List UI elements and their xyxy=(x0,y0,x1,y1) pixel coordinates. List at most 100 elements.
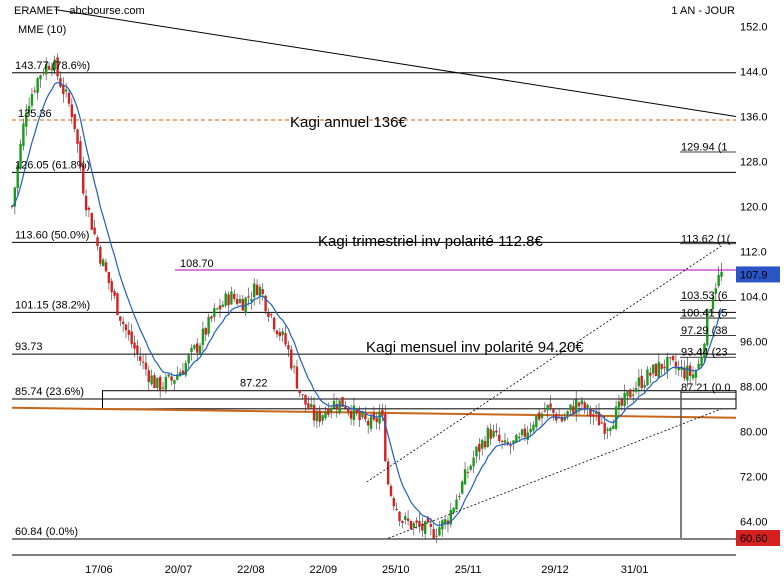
candle-body xyxy=(404,516,407,520)
candle-body xyxy=(597,411,601,426)
right-level-label: 97.29 (38 xyxy=(681,325,727,337)
candle-body xyxy=(99,247,102,264)
right-level-label: 113.62 (1( xyxy=(681,233,731,245)
candle-body xyxy=(335,404,339,410)
candle-body xyxy=(415,520,418,523)
candle-body xyxy=(503,440,507,443)
candle-body xyxy=(683,367,686,379)
candle-body xyxy=(19,143,22,168)
candle-body xyxy=(603,422,606,434)
candle-body xyxy=(686,365,689,381)
candle-body xyxy=(461,481,464,494)
y-tick-label: 96.00 xyxy=(740,336,768,348)
candle-body xyxy=(347,408,350,412)
candle-body xyxy=(560,417,564,422)
candle-body xyxy=(483,441,487,448)
candle-body xyxy=(104,262,108,272)
chart-annotation: Kagi mensuel inv polarité 94.20€ xyxy=(366,339,584,356)
candle-body xyxy=(304,394,307,405)
candle-body xyxy=(278,332,282,337)
candle-body xyxy=(657,361,661,378)
candle-body xyxy=(25,112,28,127)
right-level-label: 87.21 (0.0 xyxy=(681,382,731,394)
candle-body xyxy=(247,296,250,298)
dashed-level-label: 135.36 xyxy=(18,108,52,120)
candle-body xyxy=(406,518,410,521)
candle-body xyxy=(110,281,113,293)
candle-body xyxy=(569,404,572,411)
candle-body xyxy=(255,284,259,296)
candle-body xyxy=(660,363,663,370)
candle-body xyxy=(375,418,378,423)
candle-body xyxy=(318,410,321,422)
candle-body xyxy=(193,345,196,349)
candle-body xyxy=(540,413,544,419)
level-lines xyxy=(11,72,737,540)
candle-body xyxy=(463,469,467,485)
right-level-label: 100.41 (5 xyxy=(681,308,727,320)
candle-body xyxy=(198,345,202,354)
fibonacci-level-label: 85.74 (23.6%) xyxy=(15,386,84,398)
candle-body xyxy=(384,413,387,461)
candle-body xyxy=(717,274,720,287)
candle-body xyxy=(349,410,353,419)
candle-body xyxy=(84,195,88,211)
y-tick-label: 152.0 xyxy=(740,21,768,33)
candle-body xyxy=(426,518,430,523)
candle-body xyxy=(127,330,131,335)
fibonacci-level-label: 143.77 (78.6%) xyxy=(15,60,90,72)
candle-body xyxy=(136,345,139,354)
candle-body xyxy=(549,403,552,408)
y-tick-label: 120.0 xyxy=(740,201,768,213)
candle-body xyxy=(153,375,156,389)
candle-body xyxy=(671,356,675,361)
candle-body xyxy=(423,521,427,534)
candle-body xyxy=(30,93,34,106)
candle-body xyxy=(480,440,484,449)
y-tick-label: 112.0 xyxy=(740,246,767,258)
fibonacci-level-label: 113.60 (50.0%) xyxy=(15,229,89,241)
candle-body xyxy=(281,331,284,336)
candle-body xyxy=(301,394,304,396)
candle-body xyxy=(181,370,185,374)
candle-body xyxy=(386,461,390,485)
fibonacci-level-label: 101.15 (38.2%) xyxy=(15,299,90,311)
candle-body xyxy=(352,405,356,421)
candle-body xyxy=(96,237,99,247)
candle-body xyxy=(492,430,495,438)
candle-body xyxy=(233,293,236,300)
candle-body xyxy=(418,521,421,527)
candle-body xyxy=(90,213,93,230)
candle-body xyxy=(429,523,433,527)
candle-body xyxy=(421,523,424,531)
candle-body xyxy=(378,411,381,424)
candle-body xyxy=(27,105,31,114)
axes: 64.00 72.00 80.00 88.00 96.00 104.0 112.0 120.0… xyxy=(12,21,780,576)
candle-body xyxy=(59,78,62,87)
chart-annotation: Kagi annuel 136€ xyxy=(290,114,407,131)
y-tick-label: 128.0 xyxy=(740,156,768,168)
candlesticks xyxy=(10,53,723,544)
candle-body xyxy=(629,389,632,398)
candle-body xyxy=(190,347,193,353)
candle-body xyxy=(327,408,330,415)
candle-body xyxy=(432,528,435,539)
candle-body xyxy=(720,271,723,277)
candle-body xyxy=(552,409,555,413)
candle-body xyxy=(412,523,415,528)
candle-body xyxy=(452,508,455,513)
candle-body xyxy=(53,59,56,70)
candle-body xyxy=(589,408,592,417)
candle-body xyxy=(389,485,393,496)
candle-body xyxy=(574,399,578,414)
candle-body xyxy=(563,417,566,421)
candle-body xyxy=(606,429,609,431)
candle-body xyxy=(221,304,225,307)
y-tick-label: 88.00 xyxy=(740,381,768,393)
candle-body xyxy=(113,291,116,296)
candle-body xyxy=(600,422,604,424)
candle-body xyxy=(158,376,162,391)
annotations: Kagi annuel 136€ Kagi trimestriel inv pol… xyxy=(290,114,584,356)
right-level-label: 93.44 (23 xyxy=(681,347,727,359)
